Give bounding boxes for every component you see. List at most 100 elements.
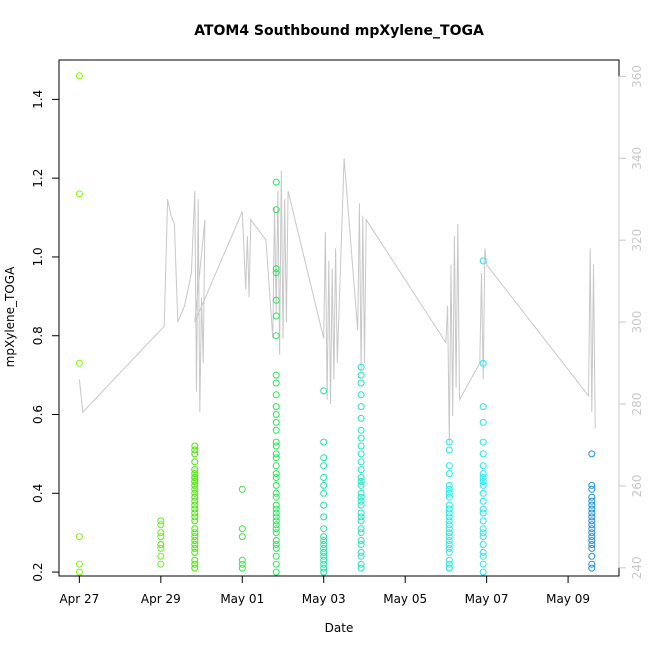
x-tick-label: May 07 xyxy=(465,592,509,606)
y-axis-label: mpXylene_TOGA xyxy=(3,266,17,367)
data-point xyxy=(272,265,280,273)
data-point xyxy=(75,568,83,576)
data-point xyxy=(357,458,365,466)
data-point xyxy=(238,564,246,572)
data-point xyxy=(191,442,199,450)
data-point xyxy=(320,501,328,509)
data-point xyxy=(191,474,199,481)
data-point xyxy=(357,434,365,442)
data-point xyxy=(588,560,596,568)
data-point xyxy=(75,359,83,367)
data-point xyxy=(445,533,453,541)
data-point xyxy=(588,501,596,509)
data-point xyxy=(157,560,165,568)
data-point xyxy=(272,411,280,418)
data-point xyxy=(272,529,280,537)
data-point xyxy=(75,72,83,80)
data-point xyxy=(272,552,280,560)
data-point xyxy=(320,525,328,533)
data-point xyxy=(191,481,199,489)
x-tick-label: Apr 29 xyxy=(141,592,181,606)
data-point xyxy=(357,497,365,505)
data-point xyxy=(479,481,487,489)
data-point xyxy=(479,525,487,533)
data-point xyxy=(588,541,596,548)
data-point xyxy=(191,478,199,485)
data-point xyxy=(357,509,365,517)
data-point xyxy=(445,501,453,509)
data-point xyxy=(272,403,280,411)
data-point xyxy=(75,533,83,541)
data-point xyxy=(272,525,280,533)
data-point xyxy=(357,466,365,474)
data-point xyxy=(320,537,328,544)
data-point xyxy=(157,521,165,529)
data-point xyxy=(479,533,487,541)
data-point xyxy=(445,525,453,533)
data-point xyxy=(357,474,365,481)
data-point xyxy=(588,529,596,537)
y2-tick-label: 240 xyxy=(630,556,644,579)
x-axis: Apr 27 Apr 29 May 01 May 03 May 05 May 07 May … xyxy=(59,575,590,606)
data-point xyxy=(191,505,199,513)
data-point xyxy=(191,513,199,521)
data-point xyxy=(272,493,280,501)
data-point xyxy=(479,257,487,265)
data-point xyxy=(479,529,487,537)
data-point xyxy=(588,521,596,529)
data-point xyxy=(445,548,453,556)
data-point xyxy=(191,450,199,458)
data-point xyxy=(445,521,453,529)
data-point xyxy=(588,505,596,513)
data-point xyxy=(479,552,487,560)
data-point xyxy=(588,497,596,505)
data-point xyxy=(445,438,453,446)
data-point xyxy=(272,391,280,399)
data-point xyxy=(357,537,365,544)
data-point xyxy=(157,541,165,548)
data-point xyxy=(191,560,199,568)
data-point xyxy=(445,509,453,517)
data-point xyxy=(588,509,596,517)
data-point xyxy=(191,564,199,572)
data-point xyxy=(191,489,199,497)
data-point xyxy=(320,560,328,568)
data-point xyxy=(320,489,328,497)
data-point xyxy=(191,525,199,533)
data-point xyxy=(272,513,280,521)
y-tick-label: 0.4 xyxy=(31,484,45,503)
data-point xyxy=(320,541,328,548)
data-point xyxy=(479,497,487,505)
data-point xyxy=(445,537,453,544)
y2-axis: 240 260 280 300 320 340 360 xyxy=(618,65,644,579)
data-point xyxy=(479,568,487,576)
data-point xyxy=(357,379,365,387)
data-point xyxy=(357,450,365,458)
data-point xyxy=(191,458,199,466)
data-point xyxy=(272,206,280,214)
data-point xyxy=(320,474,328,481)
y-tick-label: 1.2 xyxy=(31,169,45,188)
y-axis: 0.2 0.4 0.6 0.8 1.0 1.2 1.4 xyxy=(31,90,60,582)
data-point xyxy=(445,529,453,537)
data-point xyxy=(191,497,199,505)
data-point xyxy=(479,359,487,367)
data-point xyxy=(357,564,365,572)
y-tick-label: 1.4 xyxy=(31,90,45,109)
data-point xyxy=(272,544,280,552)
data-point xyxy=(272,454,280,462)
data-point xyxy=(479,403,487,411)
data-point xyxy=(272,269,280,277)
trace-layer xyxy=(78,158,596,446)
data-point xyxy=(191,529,199,537)
data-point xyxy=(272,537,280,544)
data-point xyxy=(588,493,596,501)
data-point xyxy=(272,418,280,426)
data-point xyxy=(272,332,280,340)
data-point xyxy=(320,533,328,541)
data-point xyxy=(588,533,596,541)
data-point xyxy=(357,403,365,411)
data-point xyxy=(357,426,365,434)
data-point xyxy=(357,513,365,521)
data-point xyxy=(272,568,280,576)
